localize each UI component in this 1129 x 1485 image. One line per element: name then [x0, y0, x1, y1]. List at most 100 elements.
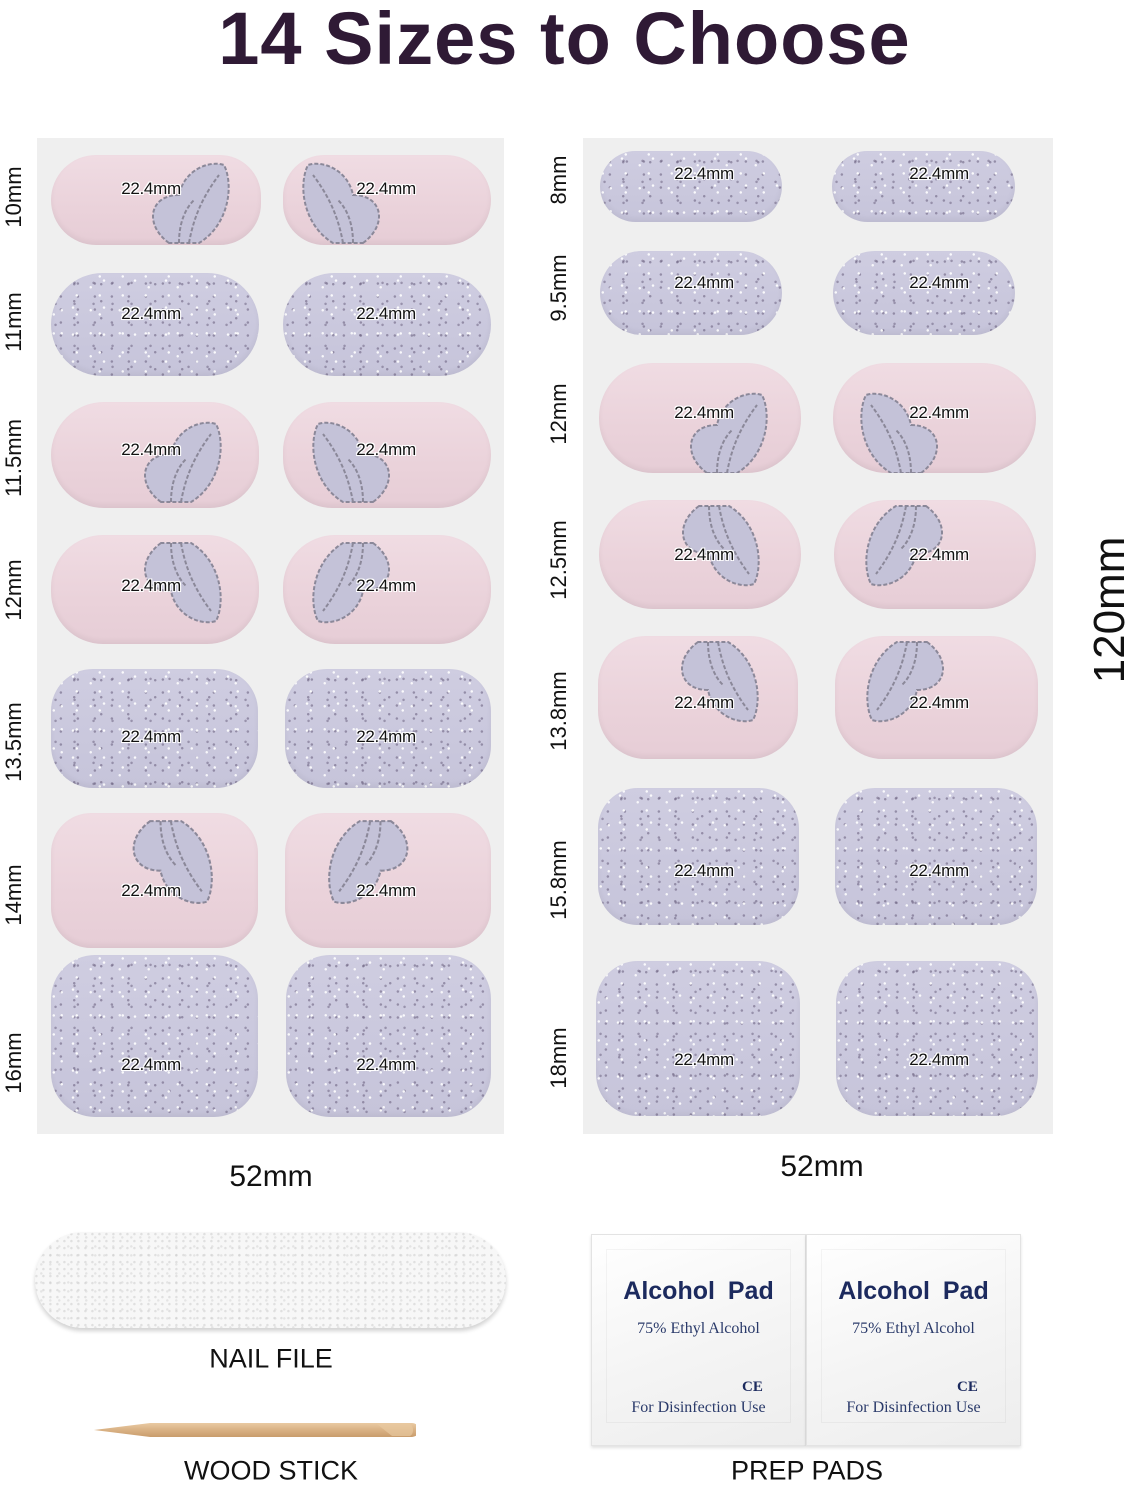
row-size-label: 13.8mm: [546, 671, 571, 751]
nail-width-label: 22.4mm: [121, 304, 181, 323]
nail-sticker[interactable]: [596, 961, 800, 1116]
nail-sticker[interactable]: [286, 955, 491, 1117]
nail-sticker[interactable]: [598, 636, 798, 759]
nail-width-label: 22.4mm: [674, 1050, 734, 1069]
sheet-width-label: 52mm: [780, 1150, 864, 1183]
row-size-label: 16mm: [1, 1032, 26, 1094]
nail-width-label: 22.4mm: [356, 1055, 416, 1074]
row-size-label: 12mm: [1, 559, 26, 621]
nail-width-label: 22.4mm: [121, 179, 181, 198]
nail-sticker[interactable]: [51, 813, 258, 948]
nail-sticker[interactable]: [51, 273, 259, 376]
butterfly-icon: [132, 820, 213, 904]
nail-width-label: 22.4mm: [121, 727, 181, 746]
butterfly-icon: [328, 820, 409, 904]
butterfly-icon: [152, 162, 230, 244]
butterfly-icon: [312, 421, 390, 503]
nail-width-label: 22.4mm: [121, 1055, 181, 1074]
alcohol-pad: Alcohol Pad 75% Ethyl Alcohol CE For Dis…: [806, 1234, 1021, 1446]
nail-width-label: 22.4mm: [674, 545, 734, 564]
butterfly-icon: [682, 505, 760, 587]
nail-width-label: 22.4mm: [909, 1050, 969, 1069]
pad-seal: [821, 1249, 1006, 1423]
nail-sticker[interactable]: [51, 955, 258, 1117]
nail-sticker[interactable]: [51, 155, 261, 245]
row-size-label: 12.5mm: [546, 520, 571, 600]
nail-width-label: 22.4mm: [909, 545, 969, 564]
nail-width-label: 22.4mm: [121, 576, 181, 595]
row-size-label: 14mm: [1, 864, 26, 926]
pad-title: Alcohol Pad: [623, 1277, 774, 1305]
row-size-label: 10mm: [1, 166, 26, 228]
pad-subtitle: 75% Ethyl Alcohol: [852, 1320, 975, 1337]
nail-sticker[interactable]: [285, 813, 491, 948]
pad-title: Alcohol Pad: [838, 1277, 989, 1305]
nail-sticker[interactable]: [51, 669, 258, 788]
butterfly-icon: [144, 421, 222, 503]
nail-sticker[interactable]: [836, 961, 1038, 1116]
nail-sticker[interactable]: [51, 402, 259, 508]
nail-sticker[interactable]: [598, 788, 799, 925]
nail-sticker[interactable]: [51, 535, 259, 644]
nail-sticker[interactable]: [835, 788, 1037, 925]
nail-sticker[interactable]: [283, 535, 491, 644]
prep-pads-label: PREP PADS: [730, 1455, 884, 1485]
row-size-label: 15.8mm: [546, 840, 571, 920]
nail-width-label: 22.4mm: [356, 440, 416, 459]
butterfly-icon: [860, 392, 938, 473]
butterfly-icon: [312, 542, 390, 624]
nail-sticker[interactable]: [285, 669, 491, 788]
nail-width-label: 22.4mm: [674, 403, 734, 422]
nail-width-label: 22.4mm: [674, 861, 734, 880]
nail-width-label: 22.4mm: [356, 179, 416, 198]
nail-sticker[interactable]: [834, 500, 1036, 609]
sheet-height-label: 120mm: [1085, 536, 1129, 684]
nail-width-label: 22.4mm: [674, 164, 734, 183]
nail-width-label: 22.4mm: [909, 861, 969, 880]
row-size-label: 9.5mm: [546, 254, 571, 322]
butterfly-icon: [302, 162, 380, 244]
nail-file-icon: [35, 1232, 506, 1328]
row-size-label: 13.5mm: [1, 702, 26, 782]
pad-usage: For Disinfection Use: [846, 1399, 981, 1416]
butterfly-icon: [865, 505, 943, 587]
nail-width-label: 22.4mm: [909, 164, 969, 183]
nail-sticker[interactable]: [835, 636, 1038, 759]
nail-sticker[interactable]: [283, 273, 491, 376]
butterfly-icon: [144, 542, 222, 624]
nail-sticker[interactable]: [599, 363, 801, 473]
pad-seal: [606, 1249, 791, 1423]
nail-width-label: 22.4mm: [909, 403, 969, 422]
nail-sticker[interactable]: [600, 251, 782, 335]
nail-width-label: 22.4mm: [909, 273, 969, 292]
nail-width-label: 22.4mm: [356, 881, 416, 900]
ce-mark-icon: CE: [742, 1379, 763, 1395]
nail-width-label: 22.4mm: [674, 693, 734, 712]
butterfly-icon: [681, 641, 759, 723]
nail-sticker[interactable]: [833, 251, 1015, 335]
nail-width-label: 22.4mm: [121, 440, 181, 459]
nail-width-label: 22.4mm: [674, 273, 734, 292]
alcohol-pad: Alcohol Pad 75% Ethyl Alcohol CE For Dis…: [591, 1234, 806, 1446]
nail-width-label: 22.4mm: [356, 576, 416, 595]
nail-sticker[interactable]: [599, 500, 801, 609]
pad-usage: For Disinfection Use: [631, 1399, 766, 1416]
nail-sticker[interactable]: [283, 402, 491, 508]
page-title: 14 Sizes to Choose: [218, 0, 911, 80]
butterfly-icon: [690, 392, 768, 473]
nail-width-label: 22.4mm: [356, 304, 416, 323]
row-size-label: 8mm: [546, 155, 571, 205]
nail-sticker[interactable]: [832, 151, 1015, 222]
wood-stick-label: WOOD STICK: [184, 1455, 358, 1485]
pad-subtitle: 75% Ethyl Alcohol: [637, 1320, 760, 1337]
nail-width-label: 22.4mm: [909, 693, 969, 712]
nail-file-label: NAIL FILE: [209, 1343, 333, 1374]
wood-stick-icon: [93, 1423, 416, 1437]
nail-sticker[interactable]: [600, 151, 782, 222]
nail-width-label: 22.4mm: [121, 881, 181, 900]
row-size-label: 18mm: [546, 1027, 571, 1089]
butterfly-icon: [866, 641, 944, 723]
nail-sticker[interactable]: [833, 363, 1036, 473]
nail-sticker[interactable]: [283, 155, 491, 245]
nail-width-label: 22.4mm: [356, 727, 416, 746]
